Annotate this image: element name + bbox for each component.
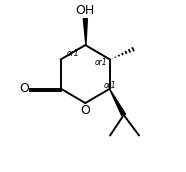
Text: or1: or1: [94, 58, 107, 67]
Text: or1: or1: [104, 82, 116, 90]
Text: OH: OH: [76, 4, 95, 17]
Text: O: O: [80, 104, 90, 117]
Polygon shape: [110, 89, 126, 116]
Text: or1: or1: [67, 49, 80, 58]
Text: O: O: [19, 82, 29, 95]
Polygon shape: [83, 19, 87, 45]
